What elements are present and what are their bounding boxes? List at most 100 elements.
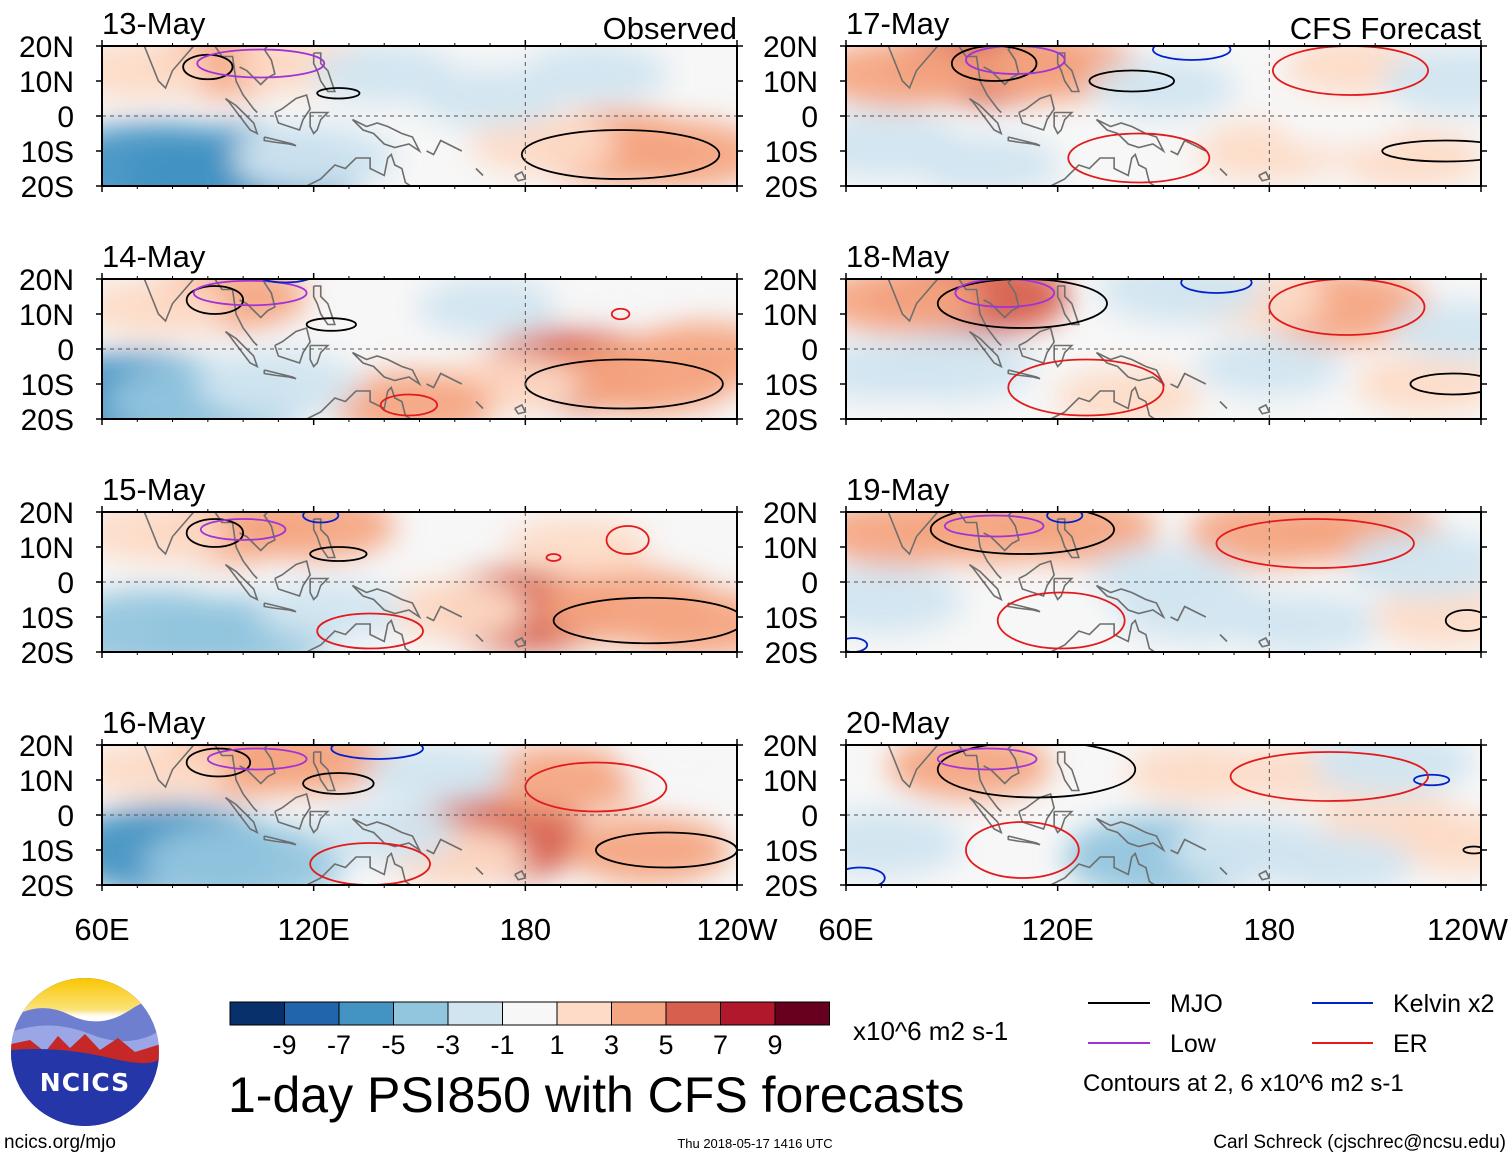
colorbar-swatch	[611, 1001, 667, 1026]
anomaly-cell	[381, 580, 528, 640]
panel-date-label: 19-May	[846, 472, 950, 507]
coastline	[1170, 139, 1207, 156]
contour-mjo	[552, 596, 737, 645]
coastline	[514, 403, 527, 415]
x-tick-label: 180	[499, 912, 551, 947]
y-tick-label: 20N	[19, 497, 74, 530]
anomaly-cell	[1125, 745, 1272, 803]
coastline	[1048, 153, 1157, 186]
anomaly-cell	[311, 46, 458, 104]
coastline	[887, 745, 1002, 813]
coastline	[224, 796, 259, 835]
anomaly-cell	[914, 135, 1061, 186]
coastline	[968, 563, 1003, 602]
coastline	[309, 810, 330, 834]
colorbar-tick-label: 3	[604, 1030, 619, 1060]
coastline	[1053, 344, 1074, 368]
y-tick-label: 10N	[19, 765, 74, 798]
contour-mjo	[929, 512, 1115, 555]
coastlines	[887, 512, 1271, 652]
contour-er	[1215, 518, 1415, 569]
coastline	[351, 584, 422, 620]
contour-er	[1229, 751, 1429, 802]
y-tick-label: 0	[57, 334, 74, 367]
y-tick-label: 10N	[763, 299, 818, 332]
coastline	[514, 869, 527, 881]
anomaly-cell	[417, 68, 564, 129]
coastline	[274, 93, 312, 132]
contour-kelvin-x2	[1413, 773, 1451, 787]
x-tick-label: 180	[1243, 912, 1295, 947]
legend-label-er: ER	[1393, 1030, 1428, 1058]
colorbar-tick-label: 5	[658, 1030, 673, 1060]
y-tick-label: 20N	[763, 730, 818, 763]
figure-title: 1-day PSI850 with CFS forecasts	[228, 1067, 964, 1123]
contour-low	[943, 514, 1045, 538]
contour-er	[996, 591, 1126, 650]
y-tick-label: 20N	[763, 497, 818, 530]
anomaly-cell	[846, 279, 981, 334]
y-tick-label: 10N	[763, 66, 818, 99]
coastline	[143, 745, 258, 813]
contour-kelvin-x2	[1152, 46, 1232, 61]
anomaly-cell	[1390, 813, 1481, 873]
anomaly-cell	[887, 745, 1052, 800]
anomaly-field	[846, 512, 1481, 652]
coastline	[475, 400, 484, 410]
anomaly-cell	[505, 517, 652, 577]
coastline	[1053, 577, 1074, 601]
anomaly-cell	[846, 809, 964, 877]
anomaly-cell	[1055, 368, 1202, 419]
x-tick-label: 120W	[697, 912, 779, 947]
contour-low	[192, 279, 308, 307]
contour-mjo	[305, 317, 357, 332]
coastline	[1219, 400, 1228, 410]
y-tick-label: 10S	[765, 602, 818, 635]
anomaly-cell	[1372, 587, 1481, 647]
y-tick-label: 20S	[765, 404, 818, 437]
anomaly-cell	[620, 745, 737, 792]
coastline	[274, 792, 312, 831]
anomaly-cell	[1196, 336, 1343, 397]
colorbar-swatch	[447, 1001, 503, 1026]
coastline	[1170, 838, 1207, 855]
logo-text: NCICS	[40, 1068, 130, 1097]
y-tick-label: 20S	[765, 171, 818, 204]
coastline	[224, 330, 259, 369]
colorbar-swatch	[556, 1001, 612, 1026]
column-header-label: Observed	[603, 11, 737, 46]
contour-mjo	[309, 546, 368, 562]
contour-kelvin-x2	[1180, 279, 1253, 294]
y-tick-label: 0	[57, 800, 74, 833]
coastline	[239, 279, 276, 319]
contour-low	[196, 48, 326, 79]
coastline	[309, 344, 330, 368]
legend: MJO Kelvin x2 Low ER Contours at 2, 6 x1…	[1083, 990, 1494, 1097]
y-tick-label: 10S	[765, 136, 818, 169]
contour-er	[610, 307, 631, 321]
coastline	[1056, 518, 1080, 559]
footer-url: ncics.org/mjo	[4, 1132, 116, 1153]
contour-mjo	[520, 129, 721, 180]
coastline	[983, 745, 1020, 785]
anomaly-field	[102, 745, 737, 885]
contour-low	[199, 518, 287, 541]
coastline	[274, 559, 312, 598]
y-tick-label: 20N	[19, 264, 74, 297]
coastline	[1258, 170, 1271, 182]
y-tick-label: 10S	[21, 835, 74, 868]
coastlines	[887, 745, 1271, 885]
colorbar-tick-label: 1	[549, 1030, 564, 1060]
coastline	[475, 866, 484, 876]
anomaly-cell	[102, 512, 228, 563]
coastline	[475, 633, 484, 643]
coastlines	[143, 745, 527, 885]
y-tick-label: 20S	[765, 870, 818, 903]
contour-mjo	[1462, 845, 1481, 855]
